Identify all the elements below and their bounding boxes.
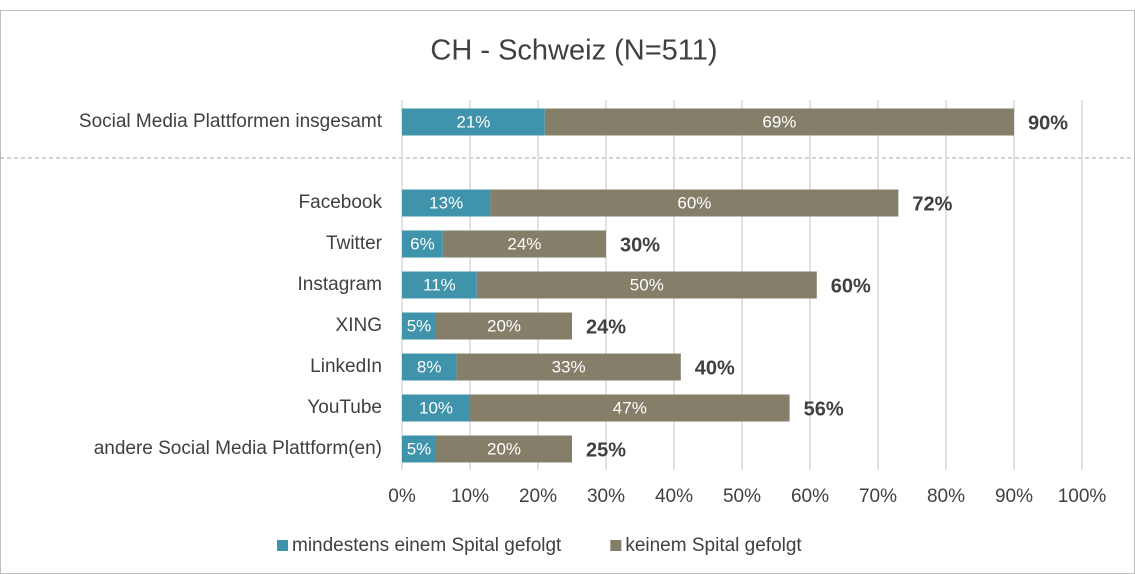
bar-segment: [402, 435, 436, 463]
bar-segment: [402, 189, 491, 217]
total-label: 60%: [831, 275, 871, 297]
y-tick-label: Twitter: [326, 233, 383, 254]
total-label: 25%: [586, 439, 626, 461]
y-tick-label: andere Social Media Plattform(en): [94, 438, 382, 459]
data-label: 6%: [410, 234, 435, 253]
legend-label: mindestens einem Spital gefolgt: [292, 535, 562, 556]
data-label: 33%: [552, 357, 586, 376]
x-tick-label: 80%: [927, 486, 965, 507]
data-label: 8%: [417, 357, 442, 376]
total-label: 90%: [1028, 112, 1068, 134]
data-label: 60%: [677, 193, 711, 212]
data-label: 24%: [507, 234, 541, 253]
x-tick-label: 100%: [1058, 486, 1107, 507]
legend-swatch: [277, 540, 288, 551]
bar-segment: [442, 230, 606, 258]
bar-segment: [544, 108, 1014, 136]
x-tick-label: 70%: [859, 486, 897, 507]
total-label: 24%: [586, 316, 626, 338]
data-label: 47%: [613, 398, 647, 417]
y-tick-label: Social Media Plattformen insgesamt: [79, 111, 383, 132]
x-tick-label: 60%: [791, 486, 829, 507]
bar-segment: [402, 312, 436, 340]
total-label: 72%: [912, 193, 952, 215]
total-label: 30%: [620, 234, 660, 256]
bar-segment: [402, 353, 457, 381]
legend-swatch: [610, 540, 622, 551]
data-label: 69%: [762, 112, 796, 131]
x-tick-label: 10%: [451, 486, 489, 507]
legend-label: keinem Spital gefolgt: [625, 535, 802, 556]
data-label: 13%: [429, 193, 463, 212]
x-tick-label: 20%: [519, 486, 557, 507]
y-tick-label: YouTube: [307, 397, 382, 418]
y-tick-label: Instagram: [298, 274, 382, 295]
bar-segment: [402, 271, 477, 299]
data-label: 50%: [630, 275, 664, 294]
data-label: 5%: [407, 316, 432, 335]
y-tick-label: Facebook: [299, 192, 383, 213]
x-tick-label: 40%: [655, 486, 693, 507]
data-label: 10%: [419, 398, 453, 417]
x-tick-label: 90%: [995, 486, 1033, 507]
x-tick-label: 50%: [723, 486, 761, 507]
bar-segment: [470, 394, 790, 422]
bar-segment: [402, 230, 443, 258]
bar-segment: [490, 189, 899, 217]
data-label: 5%: [407, 439, 432, 458]
bar-segment: [476, 271, 817, 299]
x-tick-label: 30%: [587, 486, 625, 507]
y-tick-label: LinkedIn: [310, 356, 382, 377]
y-tick-label: XING: [336, 315, 382, 336]
bar-segment: [436, 312, 572, 340]
total-label: 56%: [804, 398, 844, 420]
data-label: 11%: [423, 275, 456, 294]
bar-segment: [402, 108, 545, 136]
bar-segment: [436, 435, 572, 463]
bar-segment: [456, 353, 681, 381]
data-label: 21%: [456, 112, 490, 131]
x-tick-label: 0%: [388, 486, 416, 507]
data-label: 20%: [487, 439, 521, 458]
bar-segment: [402, 394, 470, 422]
chart-title: CH - Schweiz (N=511): [430, 35, 717, 67]
total-label: 40%: [695, 357, 735, 379]
data-label: 20%: [487, 316, 521, 335]
